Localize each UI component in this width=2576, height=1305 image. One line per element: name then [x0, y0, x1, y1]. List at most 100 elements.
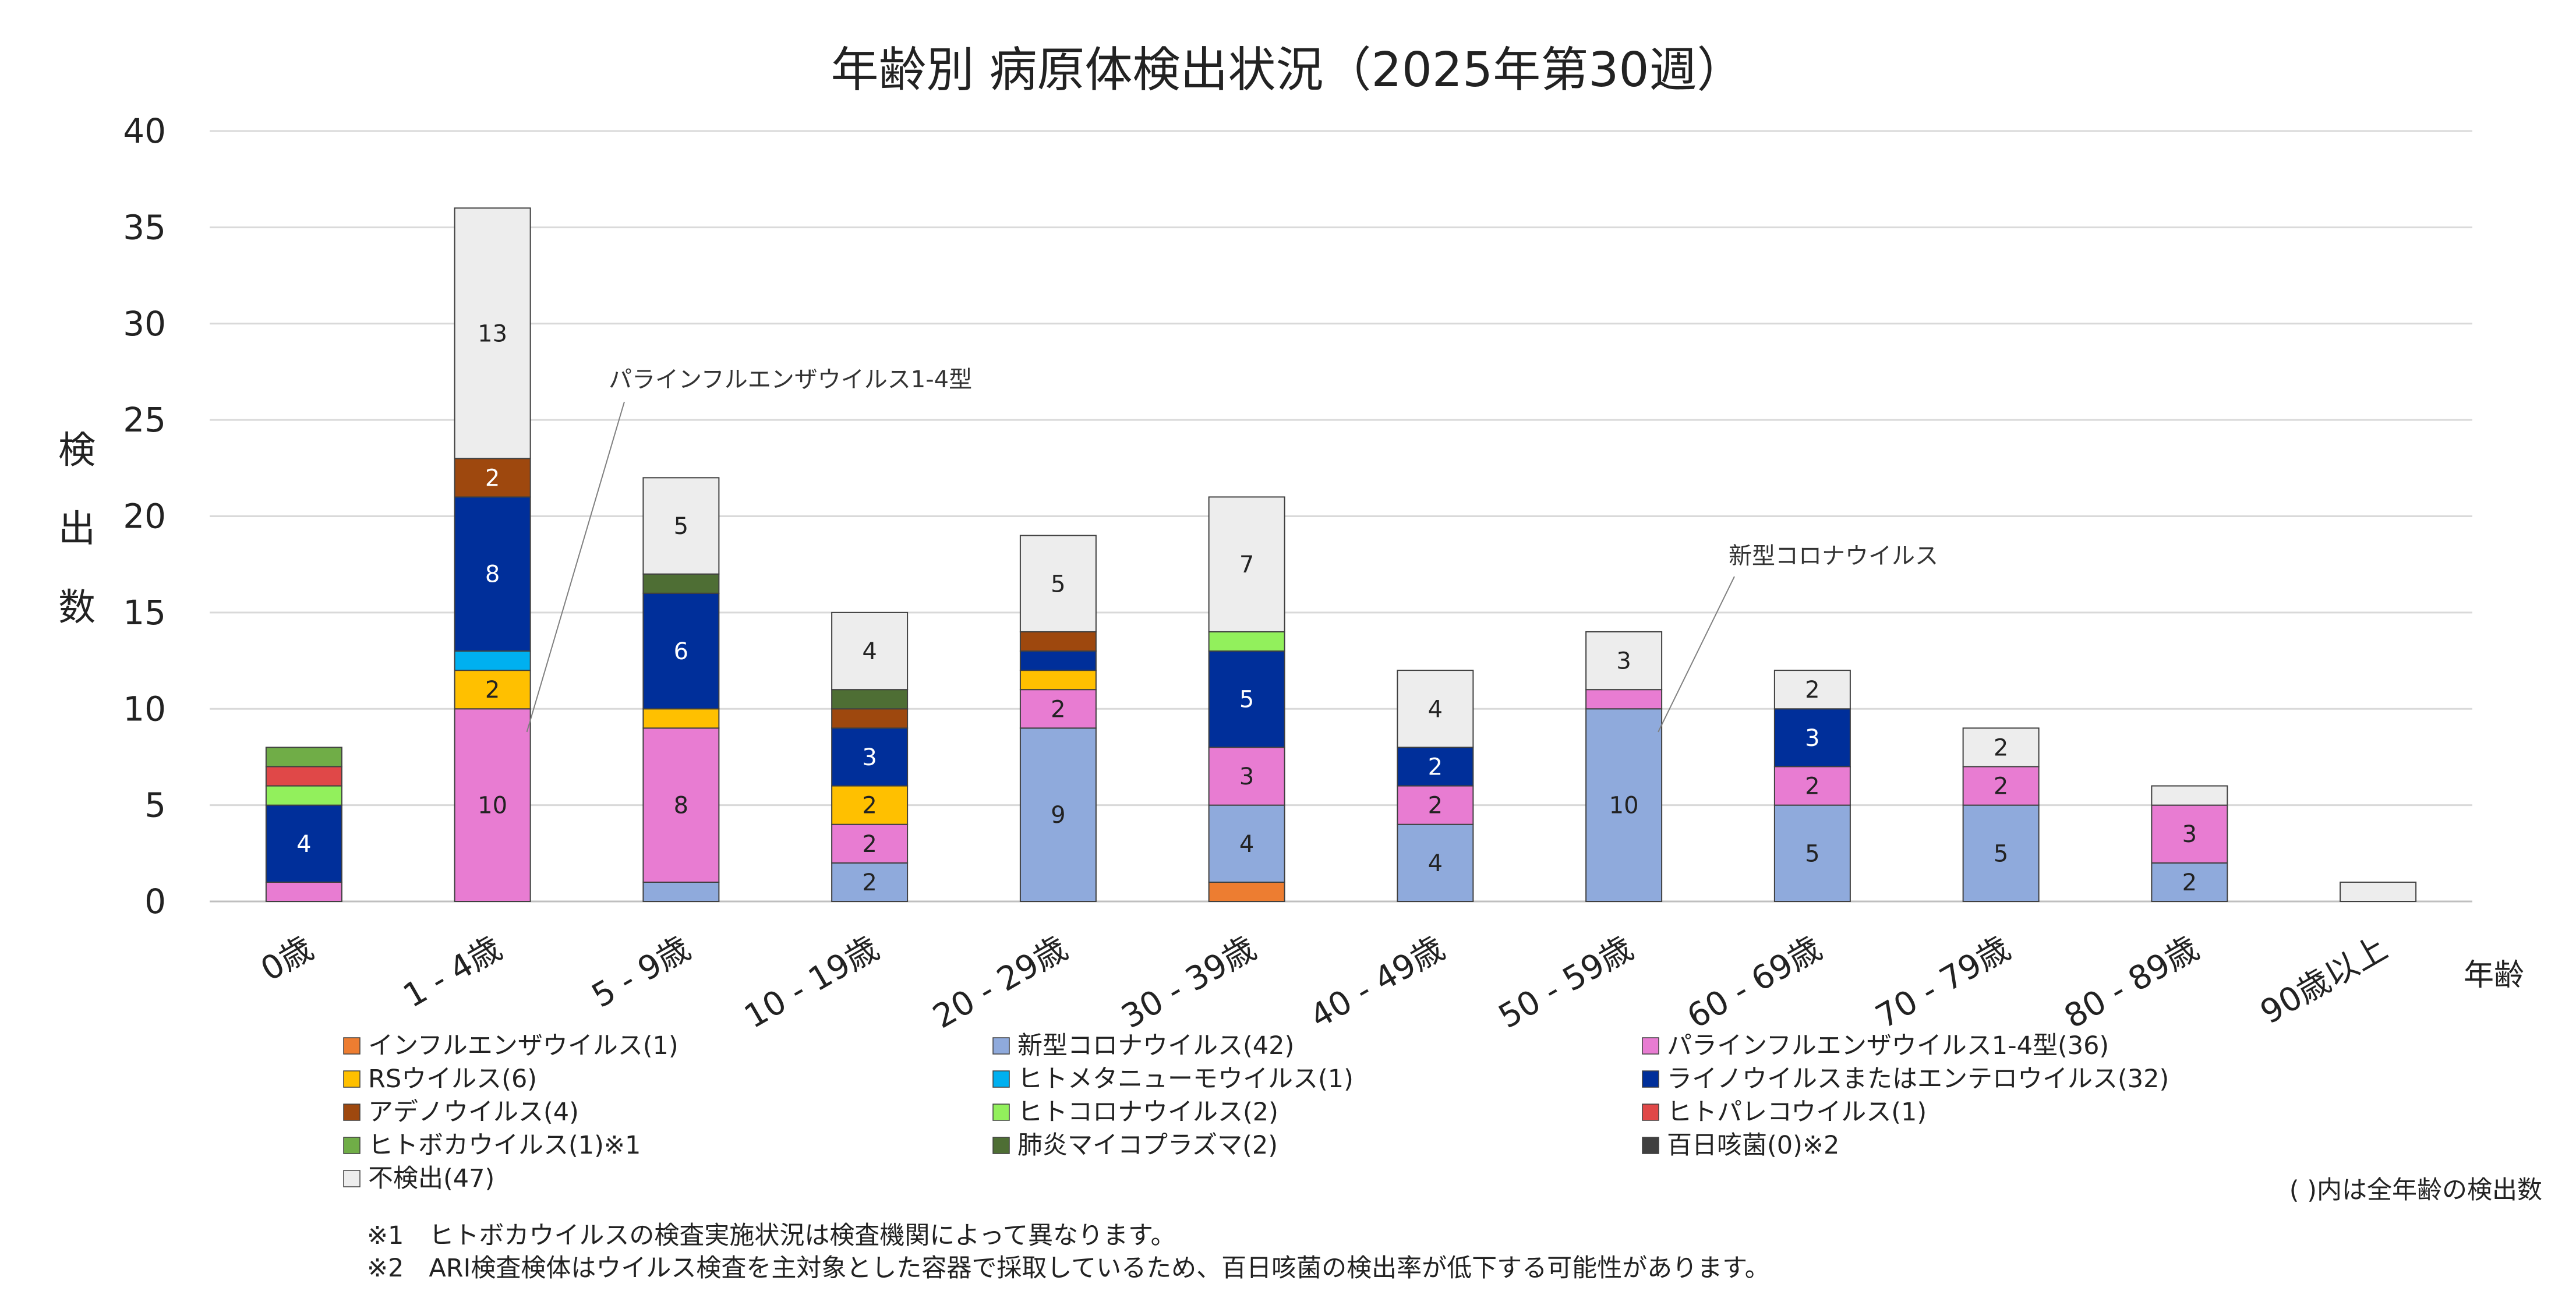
data-label-19: 5	[1239, 687, 1254, 713]
legend-label-7: ヒトコロナウイルス(2)	[1017, 1098, 1278, 1127]
legend-label-3: RSウイルス(6)	[368, 1064, 537, 1094]
bar-segment-3-5	[831, 727, 909, 787]
bar-segment-9-12	[1962, 727, 2040, 768]
data-label-20: 7	[1239, 551, 1254, 578]
bar-segment-3-2	[831, 823, 909, 864]
legend-swatch-0	[343, 1037, 361, 1055]
y-tick-label-10: 10	[123, 689, 166, 728]
legend-label-4: ヒトメタニューモウイルス(1)	[1017, 1064, 1354, 1094]
y-tick-label-35: 35	[123, 207, 166, 247]
data-label-8: 5	[674, 513, 688, 540]
data-label-1: 10	[478, 793, 507, 819]
data-label-24: 4	[1428, 696, 1443, 723]
data-label-34: 2	[2182, 869, 2197, 896]
bar-segment-3-6	[831, 708, 909, 729]
legend-swatch-12	[343, 1170, 361, 1187]
bar-segment-2-3	[642, 708, 720, 729]
data-label-4: 2	[485, 465, 500, 491]
bar-segment-4-1	[1019, 727, 1097, 902]
bar-segment-10-2	[2151, 804, 2228, 864]
bar-segment-9-2	[1962, 766, 2040, 806]
data-label-7: 6	[674, 638, 688, 665]
bar-segment-10-12	[2151, 785, 2228, 806]
y-tick-label-40: 40	[123, 111, 166, 151]
bar-segment-1-12	[454, 207, 531, 459]
bar-segment-0-9	[265, 747, 342, 768]
data-label-29: 3	[1805, 725, 1819, 752]
data-label-22: 2	[1428, 793, 1443, 819]
bar-segment-4-2	[1019, 689, 1097, 729]
data-label-5: 13	[478, 320, 507, 347]
bar-segment-2-5	[642, 592, 720, 710]
data-label-2: 2	[485, 677, 500, 703]
bar-segment-2-10	[642, 573, 720, 594]
data-label-23: 2	[1428, 754, 1443, 780]
bar-segment-1-3	[454, 670, 531, 710]
data-label-15: 2	[1051, 696, 1065, 723]
legend-label-11: 百日咳菌(0)※2	[1667, 1131, 1839, 1160]
bar-segment-1-6	[454, 458, 531, 498]
data-label-13: 4	[862, 638, 877, 665]
bar-segment-5-1	[1208, 804, 1285, 883]
legend-label-10: 肺炎マイコプラズマ(2)	[1017, 1131, 1278, 1160]
legend-swatch-9	[343, 1137, 361, 1154]
legend-label-0: インフルエンザウイルス(1)	[368, 1031, 679, 1060]
annotation-label-1: 新型コロナウイルス	[1729, 543, 1938, 570]
bar-segment-6-5	[1397, 747, 1474, 787]
y-axis-label-char-1: 出	[58, 508, 96, 551]
bar-segment-9-1	[1962, 804, 2040, 902]
y-tick-label-0: 0	[144, 882, 166, 921]
legend-swatch-10	[992, 1137, 1010, 1154]
data-label-27: 5	[1805, 840, 1819, 867]
data-label-14: 9	[1051, 802, 1065, 829]
legend-swatch-3	[343, 1070, 361, 1088]
data-label-11: 2	[862, 793, 877, 819]
bar-segment-2-1	[642, 881, 720, 903]
data-label-12: 3	[862, 744, 877, 771]
y-tick-label-5: 5	[144, 786, 166, 825]
y-tick-label-20: 20	[123, 497, 166, 536]
legend-swatch-1	[992, 1037, 1010, 1055]
y-axis-label-char-2: 数	[58, 586, 96, 629]
legend-swatch-6	[343, 1104, 361, 1121]
legend-swatch-4	[992, 1070, 1010, 1088]
bar-segment-5-2	[1208, 747, 1285, 806]
annotation-label-0: パラインフルエンザウイルス1-4型	[609, 366, 972, 393]
legend-label-12: 不検出(47)	[368, 1164, 494, 1193]
data-label-32: 2	[1994, 773, 2008, 800]
bar-segment-5-5	[1208, 650, 1285, 748]
legend-label-1: 新型コロナウイルス(42)	[1017, 1031, 1294, 1060]
bar-segment-7-1	[1585, 708, 1663, 902]
bar-segment-3-12	[831, 611, 909, 691]
bar-segment-6-1	[1397, 823, 1474, 902]
bar-segment-2-12	[642, 477, 720, 575]
bar-segment-0-8	[265, 766, 342, 787]
legend-swatch-11	[1642, 1137, 1659, 1154]
y-axis-label-char-0: 検	[58, 429, 96, 472]
data-label-17: 4	[1239, 831, 1254, 858]
legend-label-2: パラインフルエンザウイルス1-4型(36)	[1667, 1031, 2109, 1060]
legend-note: ( )内は全年齢の検出数	[2289, 1176, 2542, 1205]
bar-segment-3-1	[831, 862, 909, 902]
data-label-33: 2	[1994, 734, 2008, 761]
bar-segment-7-2	[1585, 689, 1663, 710]
x-axis-label: 年齢	[2464, 958, 2524, 993]
bar-segment-0-7	[265, 785, 342, 806]
legend-swatch-5	[1642, 1070, 1659, 1088]
data-label-9: 2	[862, 869, 877, 896]
footnote-2: ※2 ARI検査検体はウイルス検査を主対象とした容器で採取しているため、百日咳菌…	[367, 1254, 1770, 1283]
data-label-35: 3	[2182, 821, 2197, 848]
chart-title: 年齢別 病原体検出状況（2025年第30週）	[831, 43, 1744, 98]
bar-segment-8-1	[1773, 804, 1851, 902]
bar-segment-8-2	[1773, 766, 1851, 806]
bar-segment-2-2	[642, 727, 720, 883]
data-label-21: 4	[1428, 850, 1443, 877]
data-label-25: 10	[1609, 793, 1639, 819]
bar-segment-1-2	[454, 708, 531, 902]
bars	[265, 207, 2417, 903]
annotation-leader-0	[526, 401, 625, 733]
data-label-30: 2	[1805, 677, 1819, 703]
legend-swatch-8	[1642, 1104, 1659, 1121]
